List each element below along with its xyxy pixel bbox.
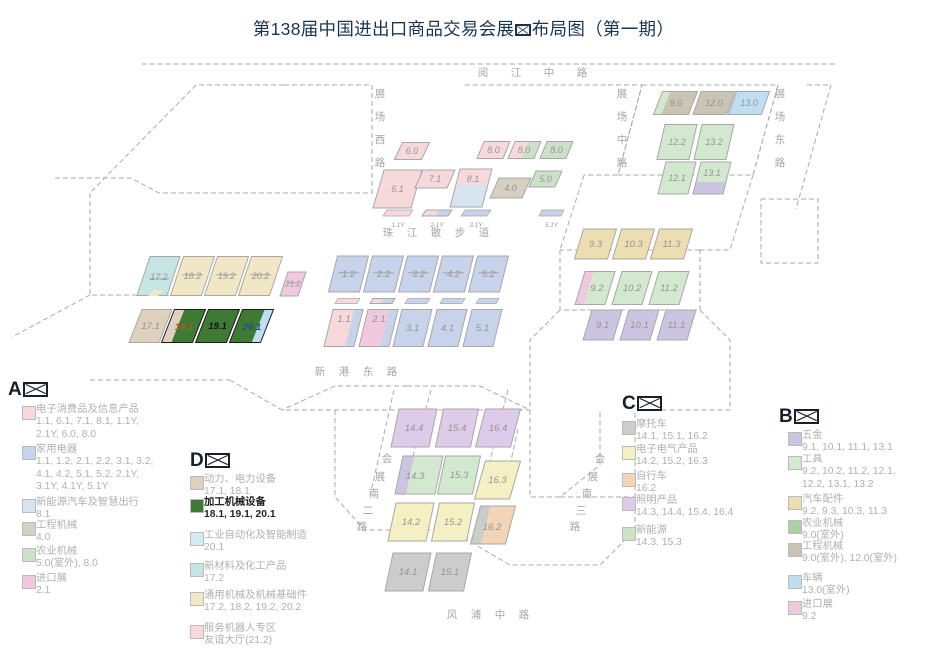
svg-text:浦: 浦 bbox=[471, 608, 482, 621]
svg-text:会: 会 bbox=[595, 452, 606, 465]
svg-text:南: 南 bbox=[369, 487, 380, 500]
svg-text:13.0: 13.0 bbox=[740, 98, 758, 108]
svg-text:9.1: 9.1 bbox=[596, 320, 609, 331]
svg-text:场: 场 bbox=[775, 110, 786, 123]
svg-text:8.1: 8.1 bbox=[467, 174, 480, 184]
svg-text:2.1: 2.1 bbox=[371, 314, 385, 325]
svg-text:9.2: 9.2 bbox=[590, 283, 604, 294]
svg-text:10.2: 10.2 bbox=[623, 283, 642, 294]
svg-text:路: 路 bbox=[577, 66, 588, 79]
svg-text:3.1Y: 3.1Y bbox=[470, 222, 484, 229]
svg-text:14.1: 14.1 bbox=[399, 567, 418, 578]
svg-text:东: 东 bbox=[775, 133, 786, 146]
svg-text:15.1: 15.1 bbox=[441, 567, 460, 578]
svg-text:20.2: 20.2 bbox=[251, 271, 270, 281]
svg-text:1.1: 1.1 bbox=[337, 314, 350, 325]
svg-text:路: 路 bbox=[375, 156, 386, 169]
svg-text:4.0: 4.0 bbox=[504, 183, 517, 193]
svg-text:路: 路 bbox=[387, 365, 398, 378]
svg-text:11.3: 11.3 bbox=[663, 239, 682, 250]
svg-text:12.2: 12.2 bbox=[668, 137, 686, 147]
svg-text:14.3: 14.3 bbox=[406, 471, 425, 482]
svg-text:展: 展 bbox=[375, 88, 386, 100]
svg-text:4.1: 4.1 bbox=[441, 323, 454, 334]
svg-text:15.2: 15.2 bbox=[444, 517, 463, 528]
svg-text:11.1: 11.1 bbox=[668, 320, 686, 331]
svg-text:5.1Y: 5.1Y bbox=[545, 222, 559, 229]
svg-text:路: 路 bbox=[357, 520, 368, 533]
svg-text:18.2: 18.2 bbox=[184, 271, 202, 281]
svg-text:14.2: 14.2 bbox=[402, 517, 421, 528]
svg-text:路: 路 bbox=[617, 156, 628, 169]
svg-text:16.3: 16.3 bbox=[488, 475, 507, 486]
svg-text:8.0: 8.0 bbox=[518, 145, 531, 155]
svg-text:展: 展 bbox=[375, 471, 386, 483]
svg-text:17.2: 17.2 bbox=[150, 272, 168, 282]
svg-text:展: 展 bbox=[617, 88, 628, 100]
svg-text:1.2: 1.2 bbox=[342, 269, 356, 280]
svg-text:1.1Y: 1.1Y bbox=[392, 222, 406, 229]
svg-text:9.3: 9.3 bbox=[589, 239, 603, 250]
svg-text:江: 江 bbox=[407, 227, 418, 239]
svg-text:7.1: 7.1 bbox=[429, 174, 442, 184]
svg-text:12.0: 12.0 bbox=[705, 98, 723, 108]
svg-text:15.4: 15.4 bbox=[448, 423, 467, 434]
svg-text:2.1Y: 2.1Y bbox=[430, 222, 445, 229]
svg-text:5.2: 5.2 bbox=[482, 269, 496, 280]
svg-text:二: 二 bbox=[363, 505, 374, 517]
svg-text:8.0: 8.0 bbox=[487, 145, 500, 155]
svg-text:17.1: 17.1 bbox=[141, 321, 160, 332]
svg-text:20.1: 20.1 bbox=[242, 322, 262, 333]
svg-text:展: 展 bbox=[588, 471, 599, 483]
svg-text:港: 港 bbox=[339, 366, 350, 378]
svg-text:16.4: 16.4 bbox=[489, 423, 508, 434]
svg-text:6.0: 6.0 bbox=[406, 146, 419, 156]
svg-text:中: 中 bbox=[544, 66, 555, 79]
svg-text:5.0: 5.0 bbox=[539, 174, 552, 184]
svg-text:三: 三 bbox=[576, 505, 587, 517]
svg-text:展: 展 bbox=[775, 88, 786, 100]
svg-text:新: 新 bbox=[315, 365, 326, 378]
svg-text:10.1: 10.1 bbox=[630, 320, 649, 331]
svg-text:19.2: 19.2 bbox=[218, 271, 236, 281]
svg-text:12.1: 12.1 bbox=[668, 173, 686, 183]
svg-text:路: 路 bbox=[570, 520, 581, 533]
svg-text:南: 南 bbox=[582, 487, 593, 500]
svg-text:6.1: 6.1 bbox=[391, 184, 404, 194]
svg-text:18.1: 18.1 bbox=[175, 322, 194, 333]
svg-text:路: 路 bbox=[519, 608, 530, 621]
svg-text:路: 路 bbox=[775, 156, 786, 169]
svg-text:中: 中 bbox=[495, 608, 506, 621]
svg-text:19.1: 19.1 bbox=[208, 321, 227, 332]
svg-text:中: 中 bbox=[617, 133, 628, 146]
svg-text:13.1: 13.1 bbox=[703, 168, 721, 178]
svg-text:3.2: 3.2 bbox=[412, 269, 426, 280]
svg-text:步: 步 bbox=[455, 227, 466, 239]
svg-text:16.2: 16.2 bbox=[483, 522, 502, 533]
svg-text:江: 江 bbox=[511, 67, 522, 79]
svg-text:3.1: 3.1 bbox=[406, 323, 419, 334]
svg-text:风: 风 bbox=[447, 609, 458, 621]
svg-text:会: 会 bbox=[382, 452, 393, 465]
svg-text:11.2: 11.2 bbox=[660, 283, 679, 294]
svg-text:9.0: 9.0 bbox=[670, 98, 683, 108]
svg-text:东: 东 bbox=[363, 365, 374, 378]
svg-text:10.3: 10.3 bbox=[624, 239, 643, 250]
svg-text:场: 场 bbox=[375, 110, 386, 123]
svg-text:8.0: 8.0 bbox=[550, 145, 563, 155]
svg-text:5.1: 5.1 bbox=[476, 323, 489, 334]
svg-text:13.2: 13.2 bbox=[705, 137, 723, 147]
svg-text:21.2: 21.2 bbox=[284, 280, 301, 289]
svg-text:西: 西 bbox=[375, 134, 386, 146]
svg-text:14.4: 14.4 bbox=[405, 423, 424, 434]
svg-text:4.2: 4.2 bbox=[447, 269, 461, 280]
svg-text:阅: 阅 bbox=[478, 66, 489, 79]
svg-text:15.3: 15.3 bbox=[450, 470, 469, 481]
svg-text:2.2: 2.2 bbox=[376, 269, 391, 280]
svg-text:场: 场 bbox=[617, 110, 628, 123]
